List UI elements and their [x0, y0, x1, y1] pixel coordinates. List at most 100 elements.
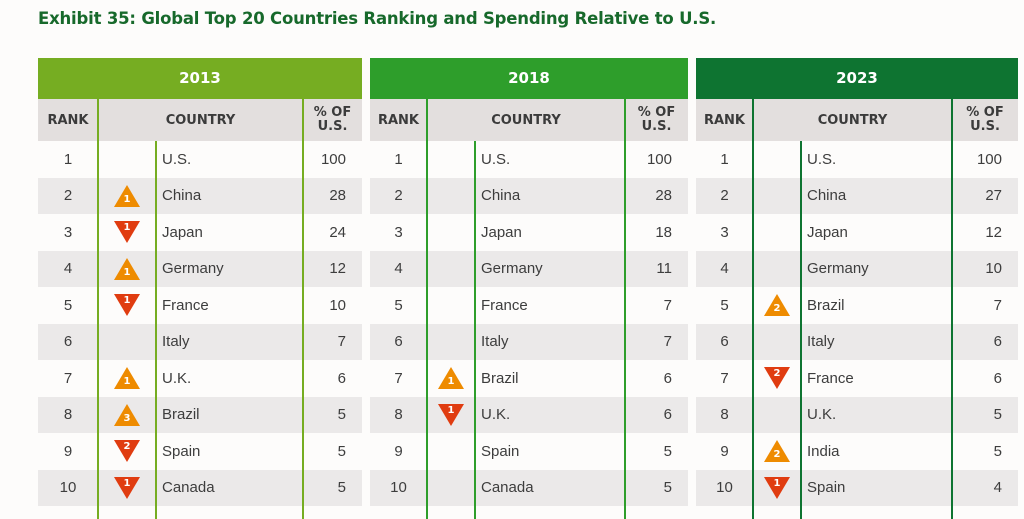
- column-divider: [951, 99, 953, 519]
- table-row: 2 1 China 28: [38, 177, 362, 215]
- pct-of-us-cell: 5: [337, 406, 346, 424]
- country-cell: Italy: [807, 333, 835, 351]
- rank-cell: 2: [394, 187, 403, 205]
- rank-change-value: 1: [123, 266, 131, 278]
- rank-change-cell: 2: [753, 360, 801, 397]
- rank-down-arrow-icon: 1: [437, 403, 465, 427]
- panel-2013: 2013 RANK COUNTRY% OF U.S. 1 U.S. 100 2 1 China 28…: [38, 58, 362, 519]
- rank-change-value: 2: [123, 441, 131, 453]
- rank-up-arrow-icon: 3: [113, 403, 141, 427]
- rank-cell: 9: [394, 442, 403, 460]
- rank-cell: 10: [390, 479, 407, 497]
- rank-change-cell: 1: [98, 178, 156, 215]
- table-row: 7 1 U.K. 6: [38, 360, 362, 397]
- pct-of-us-cell: 11: [656, 260, 672, 278]
- pct-of-us-cell: 6: [993, 369, 1002, 387]
- rank-change-cell: [98, 324, 156, 361]
- pct-of-us-cell: 24: [329, 223, 346, 241]
- rank-change-cell: 1: [98, 251, 156, 288]
- rank-change-cell: 1: [98, 214, 156, 251]
- pct-header-line1: % OF: [637, 105, 676, 120]
- rank-change-cell: 1: [427, 397, 475, 434]
- country-cell: China: [481, 187, 521, 205]
- rank-cell: 8: [394, 406, 403, 424]
- table-row: 10 1 Canada 5: [38, 469, 362, 507]
- exhibit-title: Exhibit 35: Global Top 20 Countries Rank…: [38, 9, 717, 28]
- rank-change-cell: 1: [98, 287, 156, 324]
- year-header: 2023: [696, 58, 1018, 99]
- rank-change-cell: 1: [753, 470, 801, 507]
- rank-cell: 4: [63, 260, 73, 278]
- country-cell: India: [807, 442, 840, 460]
- table-row: 10 Canada 5: [370, 469, 688, 506]
- country-cell: U.K.: [162, 369, 192, 387]
- table-row: 6 Italy 7: [38, 323, 362, 361]
- rank-cell: 5: [394, 296, 403, 314]
- rank-cell: 9: [720, 442, 729, 460]
- rank-rows: 1 U.S. 100 2 China 27 3 Japan 12 4 Germany 10 5 2 Braz…: [696, 141, 1018, 506]
- table-row: 4 Germany 11: [370, 250, 688, 288]
- country-cell: Japan: [162, 223, 203, 241]
- pct-header-line1: % OF: [966, 105, 1004, 120]
- table-row: 2 China 28: [370, 177, 688, 214]
- pct-of-us-cell: 7: [663, 296, 672, 314]
- country-cell: U.S.: [162, 150, 192, 168]
- rank-cell: 1: [63, 150, 73, 168]
- rank-change-value: 2: [773, 368, 781, 380]
- rank-change-cell: [753, 324, 801, 361]
- rank-change-cell: [427, 251, 475, 288]
- table-row: 9 Spain 5: [370, 433, 688, 470]
- country-cell: Germany: [807, 260, 869, 278]
- table-row: 9 2 India 5: [696, 433, 1018, 470]
- country-column-header: COUNTRY: [817, 112, 888, 128]
- pct-of-us-column-header: % OF U.S.: [952, 99, 1018, 141]
- pct-of-us-cell: 5: [663, 479, 672, 497]
- rank-change-value: 1: [447, 376, 455, 388]
- rank-cell: 5: [720, 296, 729, 314]
- rank-cell: 2: [63, 187, 73, 205]
- table-row: 5 1 France 10: [38, 287, 362, 324]
- rank-up-arrow-icon: 2: [763, 439, 791, 463]
- rank-down-arrow-icon: 1: [113, 220, 141, 244]
- table-row: 7 2 France 6: [696, 360, 1018, 397]
- country-cell: U.S.: [481, 150, 511, 168]
- pct-of-us-cell: 5: [337, 442, 346, 460]
- rank-cell: 3: [394, 223, 403, 241]
- rank-change-value: 1: [123, 477, 131, 489]
- rank-up-arrow-icon: 1: [113, 184, 141, 208]
- table-row: 6 Italy 7: [370, 323, 688, 360]
- rank-down-arrow-icon: 1: [113, 476, 141, 500]
- rank-cell: 4: [720, 260, 729, 278]
- rank-cell: 6: [394, 333, 403, 351]
- rank-change-cell: [753, 251, 801, 288]
- rank-change-cell: [427, 141, 475, 178]
- table-row: 1 U.S. 100: [370, 141, 688, 178]
- table-row: 3 1 Japan 24: [38, 214, 362, 251]
- country-cell: Japan: [807, 223, 848, 241]
- panel-2018: 2018 RANK COUNTRY% OF U.S. 1 U.S. 100 2 China 28 3…: [370, 58, 688, 519]
- rank-change-cell: [753, 397, 801, 434]
- country-cell: Spain: [481, 442, 520, 460]
- column-divider: [624, 99, 626, 519]
- rank-down-arrow-icon: 2: [763, 366, 791, 390]
- country-column-header: COUNTRY: [165, 112, 236, 128]
- country-cell: Brazil: [807, 296, 845, 314]
- rank-change-cell: 2: [98, 433, 156, 470]
- pct-header-line1: % OF: [313, 105, 352, 120]
- pct-header-line2: U.S.: [317, 119, 348, 134]
- rank-cell: 8: [720, 406, 729, 424]
- pct-of-us-cell: 10: [985, 260, 1002, 278]
- pct-of-us-column-header: % OF U.S.: [625, 99, 688, 141]
- rank-change-cell: 3: [98, 397, 156, 434]
- country-cell: Brazil: [162, 406, 200, 424]
- rank-up-arrow-icon: 1: [437, 366, 465, 390]
- column-divider: [97, 99, 99, 519]
- rank-change-cell: 1: [98, 470, 156, 507]
- rank-up-arrow-icon: 1: [113, 366, 141, 390]
- country-cell: Italy: [481, 333, 509, 351]
- country-cell: France: [162, 296, 209, 314]
- rank-change-cell: [753, 178, 801, 215]
- rank-change-cell: [753, 214, 801, 251]
- rank-cell: 3: [63, 223, 73, 241]
- pct-of-us-cell: 12: [329, 260, 346, 278]
